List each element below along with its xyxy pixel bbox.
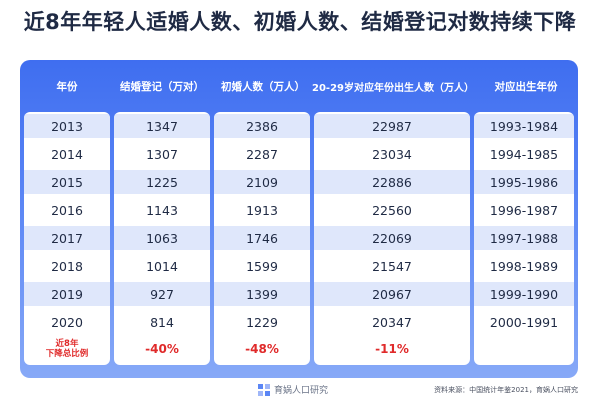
cell-year: 2014: [51, 146, 83, 162]
cell-first-marriages: 1913: [246, 202, 278, 218]
cell-births: 22886: [314, 170, 470, 194]
cell-year: 2017: [24, 226, 110, 250]
cell-births: 20967: [314, 282, 470, 306]
logo-text: 育娲人口研究: [274, 386, 329, 396]
header-year: 年份: [56, 80, 78, 93]
data-table: 年份 结婚登记（万对） 初婚人数（万人） 20-29岁对应年份出生人数（万人） …: [20, 60, 578, 378]
cell-first-marriages: 1399: [214, 282, 310, 306]
cell-birth-years: 1996-1987: [489, 202, 559, 218]
logo-icon: [258, 383, 270, 396]
cell-first-marriages: 2109: [214, 170, 310, 194]
cell-marriage-registrations: 1143: [146, 202, 178, 218]
cell-marriage-registrations: 1225: [114, 170, 210, 194]
header-first-marriages: 初婚人数（万人）: [221, 80, 305, 93]
header-birth-years: 对应出生年份: [494, 80, 558, 93]
cell-year: 2019: [24, 282, 110, 306]
cell-marriage-registrations: 1307: [146, 146, 178, 162]
cell-first-marriages: 1746: [214, 226, 310, 250]
cell-marriage-registrations: 814: [150, 314, 174, 330]
cell-births: 22069: [314, 226, 470, 250]
cell-year: 2018: [51, 258, 83, 274]
cell-first-marriages: 2287: [246, 146, 278, 162]
cell-first-marriages: 2386: [214, 114, 310, 138]
cell-birth-years: 1993-1984: [474, 114, 574, 138]
source-note: 资料来源：中国统计年鉴2021，育娲人口研究: [434, 386, 578, 394]
summary-decline-value: -40%: [145, 342, 179, 356]
summary-label-line2: 下降总比例: [45, 349, 89, 359]
column-first-marriages: 2386 2287 2109 1913 1746 1599 1399 1229 -48%: [214, 112, 310, 365]
cell-marriage-registrations: 1014: [146, 258, 178, 274]
cell-year: 2020: [51, 314, 83, 330]
cell-first-marriages: 1599: [246, 258, 278, 274]
cell-births: 21547: [372, 258, 412, 274]
cell-birth-years: 1995-1986: [474, 170, 574, 194]
page-title: 近8年年轻人适婚人数、初婚人数、结婚登记对数持续下降: [23, 10, 577, 34]
summary-decline-value: [474, 336, 574, 362]
cell-birth-years: 1999-1990: [474, 282, 574, 306]
cell-births: 20347: [372, 314, 412, 330]
cell-birth-years: 1998-1989: [489, 258, 559, 274]
cell-marriage-registrations: 1063: [114, 226, 210, 250]
column-marriage-registrations: 1347 1307 1225 1143 1063 1014 927 814 -40%: [114, 112, 210, 365]
column-births: 22987 23034 22886 22560 22069 21547 20967 20347…: [314, 112, 470, 365]
table-header: 年份 结婚登记（万对） 初婚人数（万人） 20-29岁对应年份出生人数（万人） …: [20, 60, 578, 112]
column-birth-years: 1993-1984 1994-1985 1995-1986 1996-1987 1997…: [474, 112, 574, 365]
cell-births: 22560: [372, 202, 412, 218]
summary-label-line1: 近8年: [55, 339, 79, 349]
header-births: 20-29岁对应年份出生人数（万人）: [312, 82, 474, 94]
summary-label: 近8年 下降总比例: [24, 336, 110, 362]
cell-birth-years: 1994-1985: [489, 146, 559, 162]
cell-year: 2015: [24, 170, 110, 194]
summary-decline-value: -48%: [245, 342, 279, 356]
header-marriage-registrations: 结婚登记（万对）: [120, 80, 204, 93]
cell-birth-years: 1997-1988: [474, 226, 574, 250]
cell-first-marriages: 1229: [246, 314, 278, 330]
column-year: 2013 2014 2015 2016 2017 2018 2019 2020 近8年 下降总比例: [24, 112, 110, 365]
cell-marriage-registrations: 1347: [114, 114, 210, 138]
cell-birth-years: 2000-1991: [489, 314, 559, 330]
cell-births: 22987: [314, 114, 470, 138]
cell-year: 2013: [24, 114, 110, 138]
summary-decline-value: -11%: [375, 342, 409, 356]
cell-births: 23034: [372, 146, 412, 162]
footer-logo: 育娲人口研究: [258, 383, 328, 396]
cell-marriage-registrations: 927: [114, 282, 210, 306]
cell-year: 2016: [51, 202, 83, 218]
